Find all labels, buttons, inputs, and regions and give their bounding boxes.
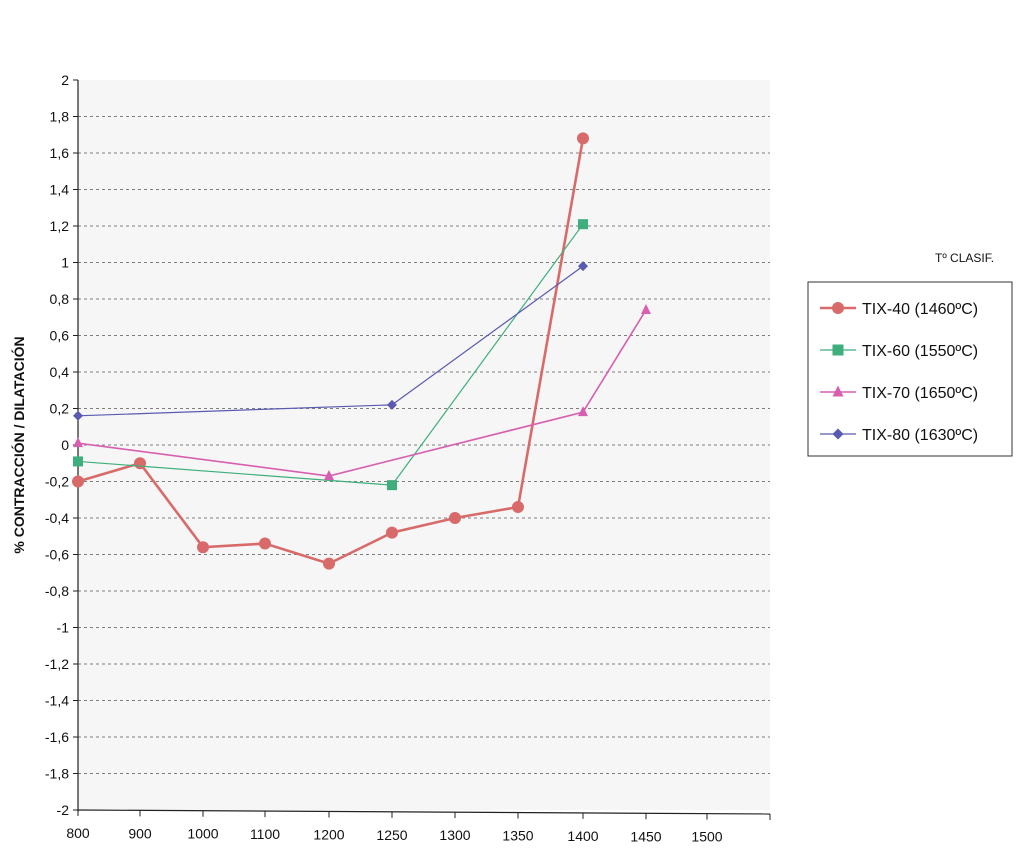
data-point [577, 132, 589, 145]
y-tick-label: 0 [61, 437, 69, 453]
y-tick-label: -0,8 [45, 583, 69, 599]
legend-item: TIX-40 (1460ºC) [820, 301, 978, 318]
y-tick-label: 1,2 [50, 218, 70, 234]
legend-label: TIX-80 (1630ºC) [862, 427, 978, 444]
x-tick-label: 1250 [376, 827, 407, 843]
legend-swatch-marker [832, 385, 844, 397]
data-point [323, 557, 335, 570]
y-tick-label: 0,6 [50, 328, 70, 344]
data-point [73, 410, 83, 421]
legend-swatch-marker [832, 344, 844, 356]
y-tick-label: -2 [57, 802, 70, 818]
y-tick-label: 1 [61, 255, 69, 271]
data-point [387, 480, 397, 491]
y-tick-label: -1,8 [45, 766, 69, 782]
x-tick-label: 1000 [187, 826, 218, 842]
data-point [386, 526, 398, 539]
series-4 [73, 261, 588, 421]
y-tick-label: -0,2 [45, 474, 69, 490]
data-point [134, 457, 146, 470]
legend-title: Tº CLASIF. [935, 251, 994, 265]
legend-label: TIX-60 (1550ºC) [862, 343, 978, 360]
y-tick-label: -1,6 [45, 729, 69, 745]
legend-label: TIX-40 (1460ºC) [862, 301, 978, 318]
y-tick-label: 1,4 [50, 182, 70, 198]
y-tick-label: -1,4 [45, 693, 69, 709]
y-tick-label: 0,4 [50, 364, 70, 380]
legend-swatch-marker [832, 428, 844, 440]
legend-item: TIX-70 (1650ºC) [820, 385, 978, 402]
data-point [641, 303, 651, 314]
y-tick-label: 1,6 [50, 145, 70, 161]
y-tick-labels: 2 1,8 1,6 1,4 1,2 1 0,8 0,6 0,4 0,2 0 -0,2 -0,4 -0,6 -… [45, 72, 69, 818]
grid-lines [78, 116, 770, 774]
y-tick-label: -0,6 [45, 547, 69, 563]
legend-item: TIX-60 (1550ºC) [820, 343, 978, 360]
legend-swatch-marker [832, 302, 844, 314]
x-tick-labels: 800 900 1000 1100 1200 1250 1300 1350 1400 1450 15… [66, 825, 722, 845]
x-tick-label: 900 [128, 825, 152, 841]
series-2 [73, 219, 588, 491]
x-tick-label: 1350 [502, 828, 533, 844]
y-tick-label: -1 [57, 620, 70, 636]
data-point [73, 437, 83, 448]
y-tick-label: 2 [61, 72, 69, 88]
data-point [449, 512, 461, 524]
legend: TIX-40 (1460ºC) TIX-60 (1550ºC) TIX-70 (16… [807, 281, 1013, 457]
data-point [578, 406, 588, 417]
legend-item: TIX-80 (1630ºC) [820, 427, 978, 444]
x-tick-label: 1200 [313, 826, 344, 842]
data-point [72, 475, 84, 488]
data-point [197, 541, 209, 554]
y-tick-label: -1,2 [45, 656, 69, 672]
y-tick-label: -0,4 [45, 510, 69, 526]
y-axis-title: % CONTRACCIÓN / DILATACIÓN [10, 336, 27, 553]
x-tick-label: 1500 [691, 829, 722, 845]
data-point [73, 456, 83, 467]
series-lines [72, 132, 651, 570]
data-point [512, 501, 524, 514]
y-tick-label: 0,8 [50, 291, 70, 307]
x-tick-label: 1300 [439, 827, 470, 843]
data-point [324, 470, 334, 481]
x-tick-label: 1450 [630, 828, 661, 844]
x-tick-label: 800 [66, 825, 90, 841]
series-3 [73, 303, 651, 481]
data-point [578, 261, 588, 272]
data-point [387, 399, 397, 410]
y-tick-label: 0,2 [50, 401, 70, 417]
legend-label: TIX-70 (1650ºC) [862, 385, 978, 402]
x-tick-label: 1400 [567, 828, 598, 844]
series-line [77, 309, 647, 477]
y-tick-label: 1,8 [50, 109, 70, 125]
data-point [259, 537, 271, 550]
x-axis-line [77, 809, 771, 815]
x-tick-label: 1100 [250, 826, 280, 842]
data-point [578, 219, 588, 230]
